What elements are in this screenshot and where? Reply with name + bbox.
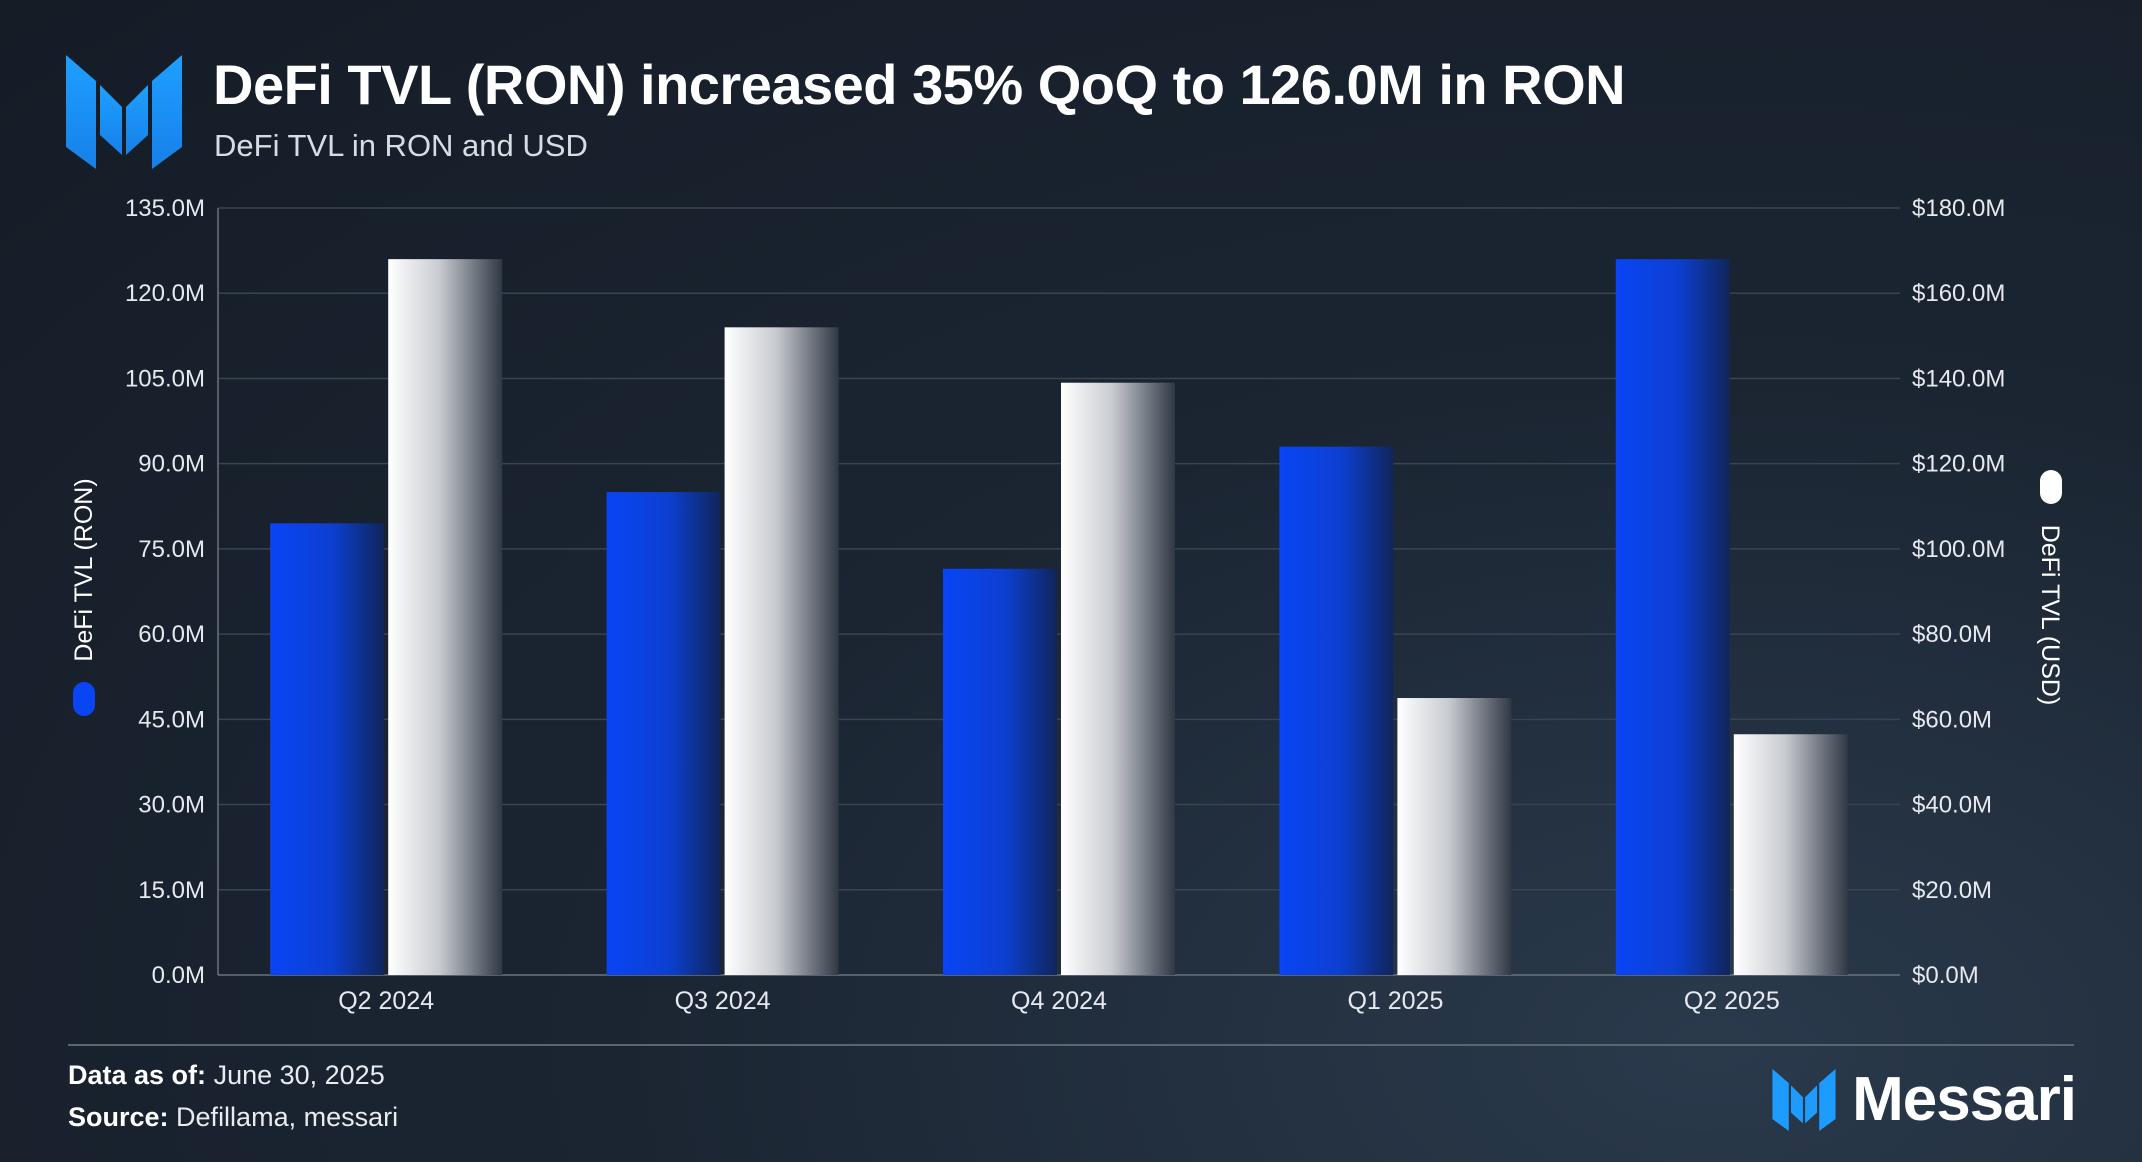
brand-name: Messari: [1852, 1065, 2077, 1134]
bar-ron: [606, 492, 721, 975]
source-label: Source:: [68, 1102, 169, 1132]
x-tick-label: Q2 2024: [338, 987, 434, 1015]
chart-subtitle: DeFi TVL in RON and USD: [214, 128, 588, 163]
right-tick-label: $0.0M: [1912, 962, 1979, 989]
left-tick-label: 75.0M: [138, 536, 205, 563]
right-tick-label: $20.0M: [1912, 877, 1992, 904]
x-tick-label: Q1 2025: [1347, 987, 1443, 1015]
left-axis-label: DeFi TVL (RON): [70, 478, 98, 661]
right-tick-label: $140.0M: [1912, 365, 2005, 392]
right-tick-label: $80.0M: [1912, 621, 1992, 648]
left-tick-label: 90.0M: [138, 451, 205, 478]
right-tick-label: $60.0M: [1912, 706, 1992, 733]
bar-usd: [1397, 698, 1512, 975]
left-axis-ticks: 0.0M 15.0M 30.0M 45.0M 60.0M 75.0M 90.0M 105.0M…: [125, 195, 205, 989]
right-tick-label: $100.0M: [1912, 536, 2005, 563]
right-tick-label: $40.0M: [1912, 792, 1992, 819]
messari-brand-icon: [1772, 1068, 1836, 1131]
source-value: Defillama, messari: [176, 1102, 399, 1132]
right-tick-label: $160.0M: [1912, 280, 2005, 307]
left-tick-label: 15.0M: [138, 877, 205, 904]
bar-ron: [1615, 259, 1730, 976]
bar-ron: [1279, 446, 1394, 976]
x-axis-ticks: Q2 2024 Q3 2024 Q4 2024 Q1 2025 Q2 2025: [338, 987, 1780, 1015]
bar-usd: [1733, 734, 1848, 975]
bar-usd: [1061, 382, 1175, 975]
left-tick-label: 120.0M: [125, 280, 205, 307]
left-axis-title: DeFi TVL (RON): [70, 478, 98, 716]
brand-logo: Messari: [1772, 1064, 2077, 1135]
bar-ron: [270, 523, 385, 975]
date-value: June 30, 2025: [213, 1060, 385, 1090]
left-tick-label: 45.0M: [138, 706, 205, 733]
right-axis-label: DeFi TVL (USD): [2036, 525, 2064, 706]
footer-divider: [68, 1044, 2074, 1046]
right-tick-label: $180.0M: [1912, 195, 2005, 222]
left-tick-label: 105.0M: [125, 365, 205, 392]
usd-legend-swatch: [2040, 470, 2062, 504]
right-tick-label: $120.0M: [1912, 451, 2005, 478]
date-label: Data as of:: [68, 1060, 207, 1090]
x-tick-label: Q4 2024: [1011, 987, 1107, 1015]
right-axis-title: DeFi TVL (USD): [2036, 470, 2064, 705]
left-tick-label: 60.0M: [138, 621, 205, 648]
right-axis-ticks: $0.0M $20.0M $40.0M $60.0M $80.0M $100.0M $120…: [1912, 195, 2005, 989]
left-tick-label: 0.0M: [152, 962, 205, 989]
bars: [270, 259, 1848, 976]
footer-date: Data as of: June 30, 2025: [68, 1060, 385, 1091]
bar-chart: 0.0M 15.0M 30.0M 45.0M 60.0M 75.0M 90.0M 105.0M…: [70, 195, 2064, 1015]
left-tick-label: 30.0M: [138, 792, 205, 819]
footer-source: Source: Defillama, messari: [68, 1102, 398, 1133]
left-tick-label: 135.0M: [125, 195, 205, 222]
bar-usd: [724, 327, 839, 975]
ron-legend-swatch: [73, 682, 95, 716]
chart-title: DeFi TVL (RON) increased 35% QoQ to 126.…: [213, 53, 1626, 116]
messari-logo-icon: [66, 55, 182, 169]
bar-ron: [943, 568, 1057, 975]
x-tick-label: Q2 2025: [1684, 987, 1780, 1015]
bar-usd: [388, 259, 503, 976]
x-tick-label: Q3 2024: [675, 987, 771, 1015]
